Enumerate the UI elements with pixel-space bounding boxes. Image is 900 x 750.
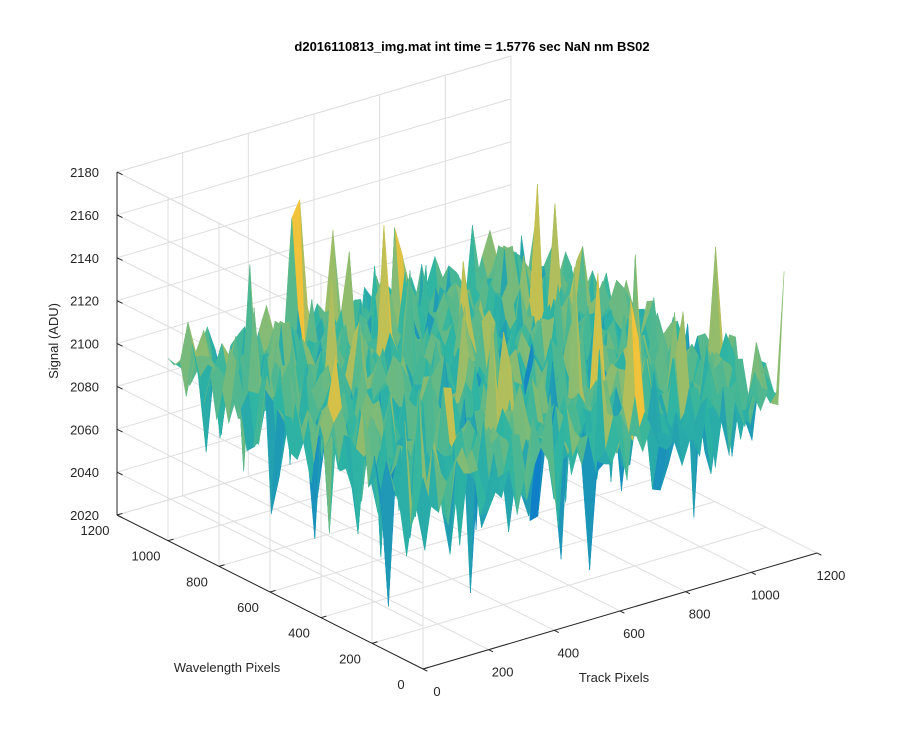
tick-labels: 0 200 400 600 800 1000 1200 0 200 400 600 800 1000 12… xyxy=(70,165,845,699)
z-tick-label: 2160 xyxy=(70,208,99,223)
surface-plot xyxy=(167,183,785,607)
z-tick-mark xyxy=(116,343,123,347)
floor-gridline-y xyxy=(269,475,665,593)
y-tick-label: 400 xyxy=(288,626,310,641)
z-tick-mark xyxy=(116,514,123,519)
left-wall-gridline-z xyxy=(116,428,424,584)
x-tick-label: 1200 xyxy=(816,568,845,583)
z-tick-label: 2120 xyxy=(70,294,99,309)
y-tick-label: 1200 xyxy=(81,523,110,538)
x-tick-mark xyxy=(751,571,756,575)
x-tick-label: 1000 xyxy=(751,587,780,602)
y-tick-mark xyxy=(116,512,123,516)
z-tick-mark xyxy=(116,471,123,476)
y-tick-mark xyxy=(371,641,378,644)
surface-cell xyxy=(769,271,785,406)
box-edge xyxy=(116,55,512,173)
y-axis-title: Wavelength Pixels xyxy=(174,660,281,675)
z-tick-label: 2180 xyxy=(70,165,99,180)
y-tick-label: 1000 xyxy=(132,549,161,564)
z-tick-mark xyxy=(116,257,123,261)
floor-gridline-y xyxy=(320,501,716,619)
x-tick-label: 400 xyxy=(557,645,579,660)
y-tick-mark xyxy=(167,538,174,542)
y-tick-label: 200 xyxy=(339,651,361,666)
left-wall-gridline-z xyxy=(116,471,424,627)
y-tick-mark xyxy=(320,615,327,619)
y-tick-mark xyxy=(218,564,225,567)
y-tick-label: 800 xyxy=(186,574,208,589)
x-tick-label: 0 xyxy=(433,684,440,699)
back-wall-gridline-z xyxy=(116,141,512,259)
z-tick-label: 2040 xyxy=(70,465,99,480)
x-tick-label: 200 xyxy=(492,665,514,680)
y-tick-label: 0 xyxy=(397,677,404,692)
axes-layer xyxy=(116,171,822,672)
floor-gridline-y xyxy=(371,526,767,644)
back-wall-gridline-z xyxy=(116,98,512,216)
x-tick-mark xyxy=(619,610,625,614)
y-tick-label: 600 xyxy=(237,600,259,615)
y-tick-mark xyxy=(269,589,276,593)
y-tick-mark xyxy=(422,666,429,670)
z-tick-label: 2080 xyxy=(70,379,99,394)
x-tick-label: 800 xyxy=(689,607,711,622)
z-tick-label: 2060 xyxy=(70,422,99,437)
x-tick-mark xyxy=(816,552,822,556)
z-tick-label: 2140 xyxy=(70,251,99,266)
z-tick-label: 2020 xyxy=(70,508,99,523)
z-axis-title: Signal (ADU) xyxy=(46,303,61,379)
z-tick-label: 2100 xyxy=(70,337,99,352)
surface-cell xyxy=(416,477,432,551)
x-axis-title: Track Pixels xyxy=(579,670,650,685)
z-tick-mark xyxy=(116,300,123,304)
x-tick-mark xyxy=(488,649,494,653)
z-tick-mark xyxy=(116,214,123,219)
x-tick-mark xyxy=(685,591,691,595)
x-tick-label: 600 xyxy=(623,626,645,641)
chart-title: d2016110813_img.mat int time = 1.5776 se… xyxy=(294,39,649,54)
back-wall-gridline-z xyxy=(116,184,512,302)
back-wall-gridline-z xyxy=(116,227,512,345)
z-tick-mark xyxy=(116,171,123,176)
x-tick-mark xyxy=(422,668,428,672)
z-tick-mark xyxy=(116,428,123,433)
x-tick-mark xyxy=(554,629,559,633)
z-tick-mark xyxy=(116,385,123,390)
